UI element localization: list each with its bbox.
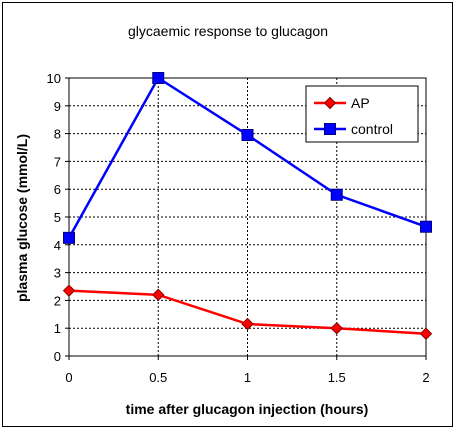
data-point-ap: [241, 317, 254, 331]
y-tick-label: 10: [47, 71, 61, 86]
data-point-ap: [152, 288, 165, 302]
data-point-ap: [330, 321, 343, 335]
series-control: [63, 72, 432, 244]
data-point-control: [63, 231, 75, 244]
y-tick-label: 6: [54, 182, 61, 197]
x-tick-label: 1.5: [328, 370, 346, 385]
data-point-ap: [62, 284, 76, 297]
data-point-ap: [419, 327, 433, 340]
x-tick-label: 0: [65, 370, 72, 385]
legend-marker-control: [324, 123, 336, 135]
x-tick-label: 2: [422, 370, 429, 385]
y-axis-ticks: 0 1 2 3 4 5 6 7 8 9 10: [47, 71, 69, 364]
x-axis-ticks: 0 0.5 1 1.5 2: [65, 356, 430, 385]
chart-title: glycaemic response to glucagon: [128, 23, 328, 39]
legend-label-control: control: [351, 121, 393, 137]
data-point-control: [241, 128, 254, 141]
y-tick-label: 1: [54, 321, 61, 336]
y-tick-label: 8: [54, 127, 61, 142]
y-tick-label: 0: [54, 349, 61, 364]
y-tick-label: 7: [54, 154, 61, 169]
y-tick-label: 3: [54, 266, 61, 281]
x-axis-label: time after glucagon injection (hours): [126, 401, 369, 417]
legend-entry-control: control: [314, 121, 393, 137]
data-point-control: [330, 188, 343, 201]
data-point-control: [152, 72, 165, 84]
series-layer: [62, 72, 433, 340]
legend-entry-ap: AP: [314, 95, 370, 111]
x-tick-label: 0.5: [149, 370, 167, 385]
legend: AP control: [305, 85, 419, 143]
legend-marker-ap: [323, 96, 337, 110]
series-ap: [62, 284, 433, 340]
y-tick-label: 5: [54, 210, 61, 225]
x-tick-label: 1: [244, 370, 251, 385]
legend-label-ap: AP: [351, 95, 370, 111]
y-tick-label: 9: [54, 99, 61, 114]
y-axis-label: plasma glucose (mmol/L): [14, 134, 30, 302]
y-tick-label: 2: [54, 293, 61, 308]
y-tick-label: 4: [54, 238, 61, 253]
data-point-control: [420, 220, 432, 233]
